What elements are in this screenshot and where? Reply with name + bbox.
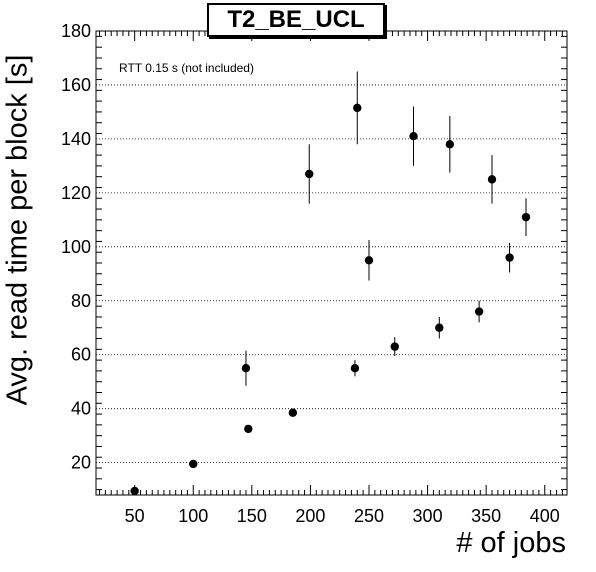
- data-point: [305, 169, 314, 179]
- x-tick-label: 150: [237, 506, 267, 526]
- y-tick-label: 120: [61, 183, 91, 203]
- y-tick-label: 180: [61, 21, 91, 41]
- data-point: [435, 323, 444, 332]
- y-tick-label: 160: [61, 75, 91, 95]
- data-point: [445, 140, 455, 149]
- plot-frame: [95, 30, 568, 496]
- y-tick-label: 100: [61, 237, 91, 257]
- x-tick-label: 400: [530, 506, 560, 526]
- x-tick-label: 50: [125, 506, 145, 526]
- error-bars: [245, 71, 527, 386]
- x-tick-label: 250: [354, 506, 384, 526]
- data-point: [487, 175, 497, 184]
- data-point: [288, 408, 298, 417]
- y-tick-label: 140: [61, 129, 91, 149]
- data-point: [189, 459, 198, 469]
- x-axis-label: # of jobs: [456, 527, 566, 559]
- y-axis-label: Avg. read time per block [s]: [1, 54, 34, 406]
- data-point: [409, 132, 418, 141]
- x-tick-label: 100: [178, 506, 208, 526]
- axis-ticks: [96, 31, 567, 495]
- y-tick-label: 20: [71, 453, 91, 473]
- data-point: [244, 424, 253, 434]
- rtt-annotation: RTT 0.15 s (not included): [119, 61, 254, 75]
- grid-lines: [96, 30, 567, 464]
- data-point: [505, 253, 514, 262]
- data-point: [350, 364, 360, 373]
- x-tick-labels: 50 100 150 200 250 300 350 400: [125, 506, 560, 526]
- data-point: [364, 256, 374, 265]
- data-point: [353, 103, 362, 113]
- x-tick-label: 350: [471, 506, 501, 526]
- data-point: [474, 307, 484, 316]
- data-point: [390, 342, 399, 351]
- y-tick-label: 60: [71, 345, 91, 365]
- y-tick-labels: 20 40 60 80 100 120 140 160 180: [61, 21, 91, 473]
- data-point: [521, 212, 531, 222]
- data-point: [241, 364, 251, 373]
- chart-title: T2_BE_UCL: [207, 3, 385, 37]
- x-tick-label: 300: [413, 506, 443, 526]
- x-tick-label: 200: [295, 506, 325, 526]
- y-tick-label: 40: [71, 399, 91, 419]
- y-tick-label: 80: [71, 291, 91, 311]
- data-points: [130, 103, 531, 496]
